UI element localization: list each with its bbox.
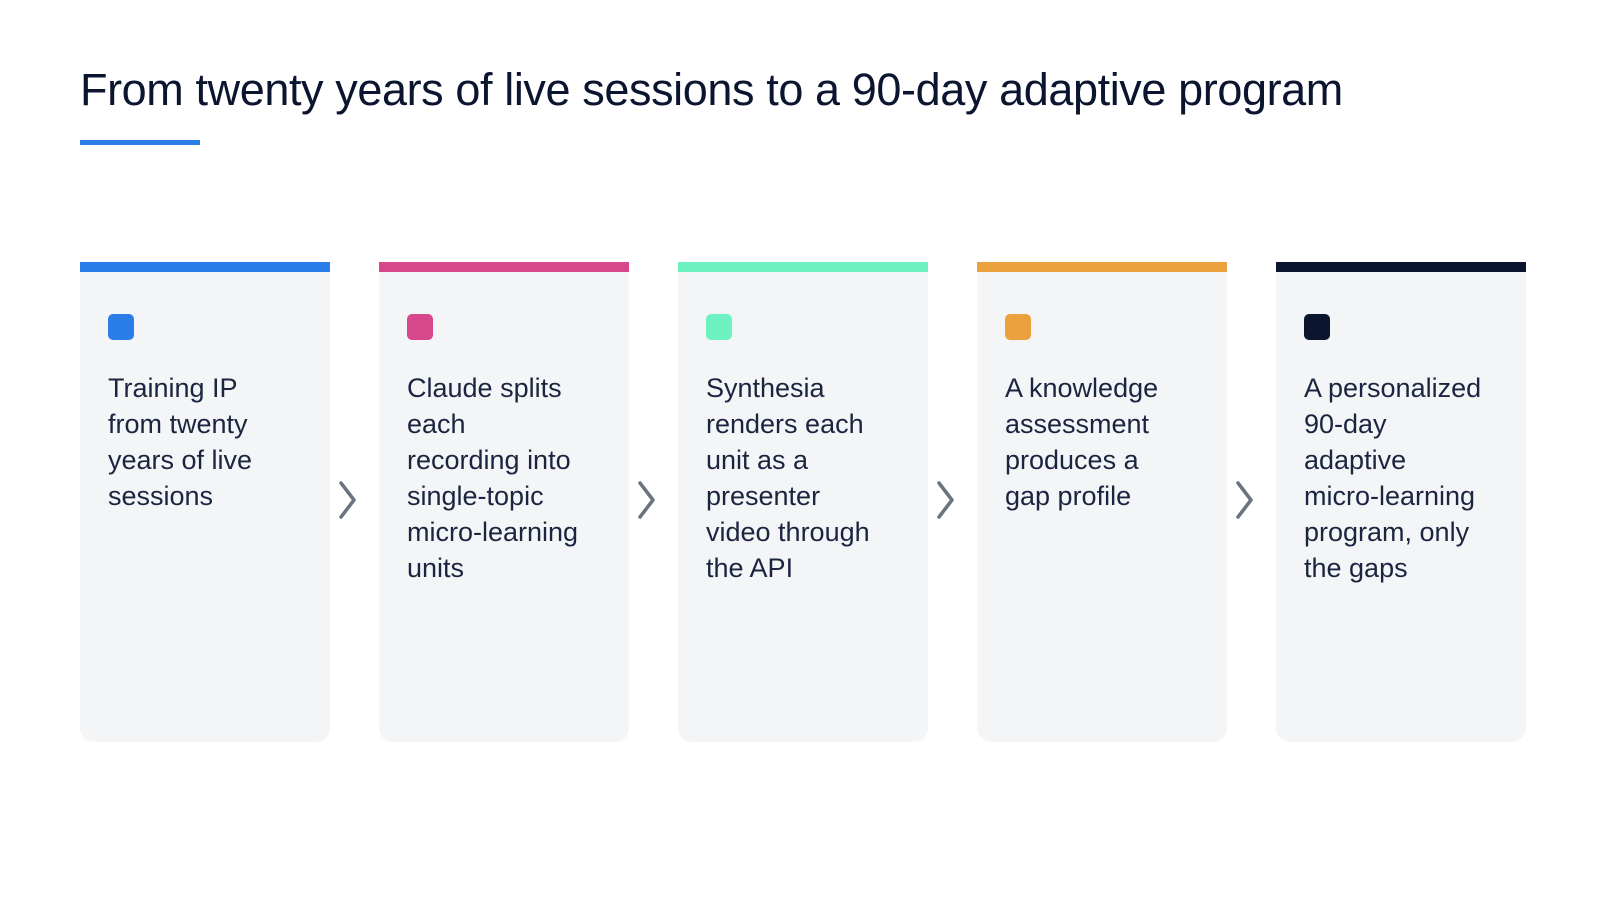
step-1-text: Training IP from twenty years of live se… — [108, 373, 253, 511]
chevron-right-icon — [335, 480, 359, 520]
step-card-3: Synthesia renders each unit as a present… — [678, 262, 928, 742]
chevron-right-icon — [634, 480, 658, 520]
step-4-color-bar — [977, 262, 1227, 272]
step-card-5: A personalized 90-day adaptive micro-lea… — [1276, 262, 1526, 742]
step-1-color-bar — [80, 262, 330, 272]
step-4-text: A knowledge assessment produces a gap pr… — [1005, 373, 1159, 511]
step-2-color-chip — [407, 314, 433, 340]
step-5-text: A personalized 90-day adaptive micro-lea… — [1304, 373, 1482, 583]
step-3-color-chip — [706, 314, 732, 340]
chevron-right-icon — [933, 480, 957, 520]
title-underline — [80, 140, 200, 145]
step-5-color-bar — [1276, 262, 1526, 272]
page-title: From twenty years of live sessions to a … — [80, 64, 1343, 115]
process-flow: Training IP from twenty years of live se… — [80, 262, 1527, 742]
step-1-color-chip — [108, 314, 134, 340]
step-2-color-bar — [379, 262, 629, 272]
step-card-2: Claude splits each recording into single… — [379, 262, 629, 742]
step-2-text: Claude splits each recording into single… — [407, 373, 579, 583]
step-4-color-chip — [1005, 314, 1031, 340]
step-5-color-chip — [1304, 314, 1330, 340]
chevron-right-icon — [1232, 480, 1256, 520]
step-3-color-bar — [678, 262, 928, 272]
step-card-1: Training IP from twenty years of live se… — [80, 262, 330, 742]
step-3-text: Synthesia renders each unit as a present… — [706, 373, 870, 583]
step-card-4: A knowledge assessment produces a gap pr… — [977, 262, 1227, 742]
